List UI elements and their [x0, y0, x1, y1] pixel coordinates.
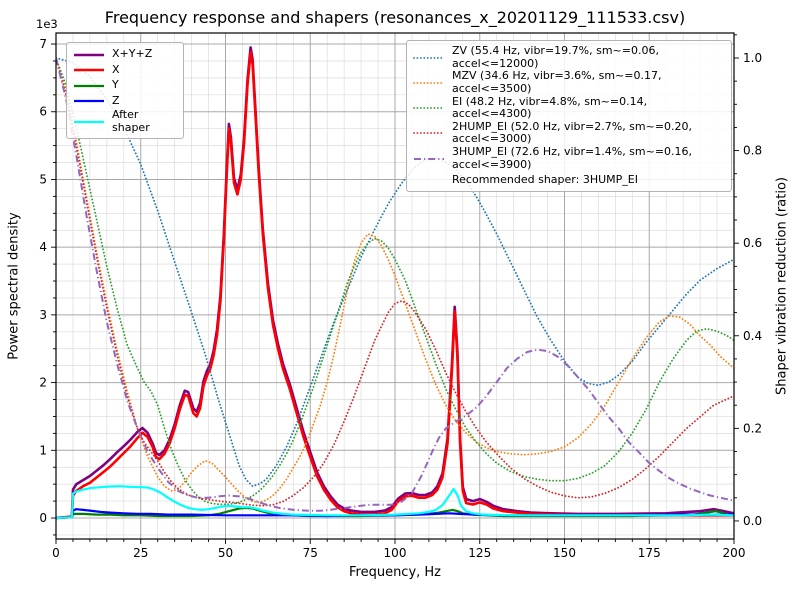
series-line-ei — [56, 57, 734, 506]
legend-entry-label: MZV (34.6 Hz, vibr=3.6%, sm~=0.17, accel… — [452, 69, 662, 95]
legend-line-sample — [413, 156, 445, 162]
legend-shapers: ZV (55.4 Hz, vibr=19.7%, sm~=0.06, accel… — [406, 40, 732, 193]
y-left-tick-label: 1 — [39, 443, 47, 457]
y-axis-label-right: Shaper vibration reduction (ratio) — [774, 177, 790, 395]
legend-line-sample — [73, 52, 105, 58]
legend-entry-3hump_ei: 3HUMP_EI (72.6 Hz, vibr=1.4%, sm~=0.16, … — [413, 145, 723, 171]
y-right-tick-label: 0.6 — [743, 236, 762, 250]
y-axis-scale-offset: 1e3 — [36, 17, 58, 31]
y-axis-label-left: Power spectral density — [6, 212, 22, 360]
legend-entry-mzv: MZV (34.6 Hz, vibr=3.6%, sm~=0.17, accel… — [413, 69, 723, 95]
recommended-shaper-note: Recommended shaper: 3HUMP_EI — [452, 172, 638, 186]
legend-line-sample — [73, 98, 105, 104]
y-left-tick-label: 7 — [39, 37, 47, 51]
legend-entry-label: Z — [112, 93, 120, 107]
y-right-tick-label: 0.8 — [743, 144, 762, 158]
y-right-tick-label: 0.4 — [743, 329, 762, 343]
y-right-tick-label: 1.0 — [743, 51, 762, 65]
y-left-tick-label: 3 — [39, 308, 47, 322]
legend-entry-label: EI (48.2 Hz, vibr=4.8%, sm~=0.14, accel<… — [452, 94, 648, 121]
x-tick-label: 200 — [723, 546, 746, 560]
y-left-tick-label: 0 — [39, 511, 47, 525]
legend-entry-label: X+Y+Z — [112, 47, 153, 61]
legend-entry-after-shaper: After shaper — [73, 108, 175, 134]
legend-entry-z: Z — [73, 94, 175, 110]
legend-entry-ei: EI (48.2 Hz, vibr=4.8%, sm~=0.14, accel<… — [413, 94, 723, 121]
legend-line-sample — [73, 119, 105, 125]
series-line-x — [56, 50, 734, 520]
legend-line-sample — [413, 130, 445, 136]
x-tick-label: 75 — [303, 546, 318, 560]
x-axis-label: Frequency, Hz — [348, 565, 442, 580]
series-line-3hump_ei — [56, 57, 734, 512]
x-tick-label: 125 — [468, 546, 491, 560]
x-tick-label: 150 — [553, 546, 576, 560]
legend-data-series: X+Y+Z X Y Z After shaper — [66, 42, 184, 140]
y-left-tick-label: 2 — [39, 376, 47, 390]
x-tick-label: 50 — [218, 546, 233, 560]
chart-title: Frequency response and shapers (resonanc… — [104, 8, 686, 27]
legend-entry-2hump_ei: 2HUMP_EI (52.0 Hz, vibr=2.7%, sm~=0.20, … — [413, 119, 723, 146]
legend-line-sample — [73, 67, 105, 73]
legend-entry-label: Y — [112, 78, 119, 92]
y-right-tick-label: 0.2 — [743, 421, 762, 435]
legend-entry-zv: ZV (55.4 Hz, vibr=19.7%, sm~=0.06, accel… — [413, 44, 723, 70]
legend-line-sample — [413, 80, 445, 86]
legend-entry-label: 3HUMP_EI (72.6 Hz, vibr=1.4%, sm~=0.16, … — [452, 145, 693, 171]
y-left-tick-label: 6 — [39, 105, 47, 119]
legend-entry-label: After shaper — [112, 108, 150, 134]
legend-line-sample — [73, 83, 105, 89]
series-line-zv — [56, 57, 734, 488]
x-tick-label: 100 — [384, 546, 407, 560]
y-left-tick-label: 5 — [39, 172, 47, 186]
x-tick-label: 175 — [638, 546, 661, 560]
series-line-after-shaper — [56, 485, 734, 520]
legend-line-sample — [413, 105, 445, 111]
x-tick-label: 25 — [133, 546, 148, 560]
legend-entry-label: ZV (55.4 Hz, vibr=19.7%, sm~=0.06, accel… — [452, 44, 659, 70]
legend-line-sample — [413, 55, 445, 61]
y-right-tick-label: 0.0 — [743, 514, 762, 528]
x-tick-label: 0 — [52, 546, 60, 560]
legend-entry-label: X — [112, 62, 120, 76]
legend-entry-x: X — [73, 63, 175, 79]
y-left-tick-label: 4 — [39, 240, 47, 254]
legend-entry-label: 2HUMP_EI (52.0 Hz, vibr=2.7%, sm~=0.20, … — [452, 119, 693, 146]
legend-entry-y: Y — [73, 78, 175, 94]
legend-entry-x+y+z: X+Y+Z — [73, 47, 175, 63]
